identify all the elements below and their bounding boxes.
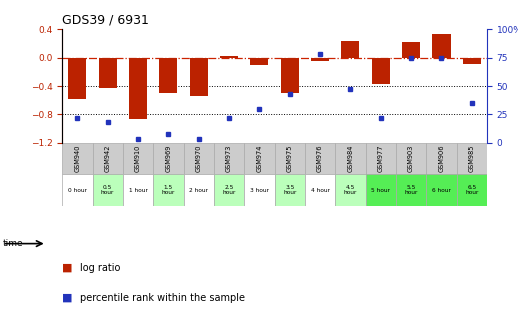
- Bar: [426, 143, 456, 174]
- Text: GSM969: GSM969: [165, 145, 171, 172]
- Text: 2 hour: 2 hour: [189, 188, 208, 193]
- Bar: [371, 58, 390, 84]
- Bar: [214, 174, 244, 206]
- Text: 3.5
hour: 3.5 hour: [283, 185, 296, 195]
- Text: 1 hour: 1 hour: [128, 188, 148, 193]
- Text: GSM942: GSM942: [105, 145, 111, 172]
- Text: GSM970: GSM970: [196, 145, 202, 172]
- Text: GSM910: GSM910: [135, 145, 141, 172]
- Bar: [153, 143, 183, 174]
- Bar: [396, 143, 426, 174]
- Text: 4 hour: 4 hour: [311, 188, 329, 193]
- Bar: [244, 143, 275, 174]
- Bar: [93, 143, 123, 174]
- Text: GSM976: GSM976: [317, 145, 323, 172]
- Bar: [129, 58, 147, 119]
- Bar: [402, 42, 420, 58]
- Bar: [159, 58, 178, 93]
- Text: 1.5
hour: 1.5 hour: [162, 185, 175, 195]
- Bar: [335, 174, 366, 206]
- Text: GSM974: GSM974: [256, 145, 263, 172]
- Bar: [341, 41, 359, 58]
- Bar: [396, 174, 426, 206]
- Bar: [183, 143, 214, 174]
- Bar: [281, 58, 299, 93]
- Text: percentile rank within the sample: percentile rank within the sample: [80, 293, 246, 302]
- Bar: [366, 143, 396, 174]
- Bar: [123, 174, 153, 206]
- Text: GSM940: GSM940: [74, 145, 80, 172]
- Bar: [305, 143, 335, 174]
- Text: GSM977: GSM977: [378, 145, 384, 172]
- Bar: [214, 143, 244, 174]
- Text: ■: ■: [62, 263, 73, 273]
- Bar: [366, 174, 396, 206]
- Text: GSM985: GSM985: [469, 145, 475, 172]
- Bar: [62, 174, 93, 206]
- Bar: [250, 58, 268, 65]
- Bar: [68, 58, 87, 99]
- Text: GSM984: GSM984: [348, 145, 353, 172]
- Text: GSM973: GSM973: [226, 145, 232, 172]
- Text: GSM975: GSM975: [286, 145, 293, 172]
- Bar: [93, 174, 123, 206]
- Text: 3 hour: 3 hour: [250, 188, 269, 193]
- Bar: [190, 58, 208, 96]
- Bar: [244, 174, 275, 206]
- Text: log ratio: log ratio: [80, 263, 121, 273]
- Bar: [123, 143, 153, 174]
- Bar: [153, 174, 183, 206]
- Bar: [275, 143, 305, 174]
- Bar: [456, 143, 487, 174]
- Bar: [335, 143, 366, 174]
- Text: 0 hour: 0 hour: [68, 188, 87, 193]
- Text: 4.5
hour: 4.5 hour: [344, 185, 357, 195]
- Text: GDS39 / 6931: GDS39 / 6931: [62, 14, 149, 27]
- Text: 0.5
hour: 0.5 hour: [101, 185, 114, 195]
- Text: 5 hour: 5 hour: [371, 188, 390, 193]
- Bar: [433, 34, 451, 58]
- Bar: [456, 174, 487, 206]
- Bar: [220, 56, 238, 58]
- Bar: [305, 174, 335, 206]
- Bar: [311, 58, 329, 60]
- Text: time: time: [3, 239, 23, 248]
- Bar: [463, 58, 481, 64]
- Text: 6.5
hour: 6.5 hour: [465, 185, 479, 195]
- Bar: [98, 58, 117, 88]
- Bar: [426, 174, 456, 206]
- Text: ■: ■: [62, 293, 73, 302]
- Text: 6 hour: 6 hour: [432, 188, 451, 193]
- Bar: [62, 143, 93, 174]
- Bar: [183, 174, 214, 206]
- Text: GSM906: GSM906: [438, 145, 444, 172]
- Bar: [275, 174, 305, 206]
- Text: 2.5
hour: 2.5 hour: [222, 185, 236, 195]
- Text: GSM903: GSM903: [408, 145, 414, 172]
- Text: 5.5
hour: 5.5 hour: [405, 185, 418, 195]
